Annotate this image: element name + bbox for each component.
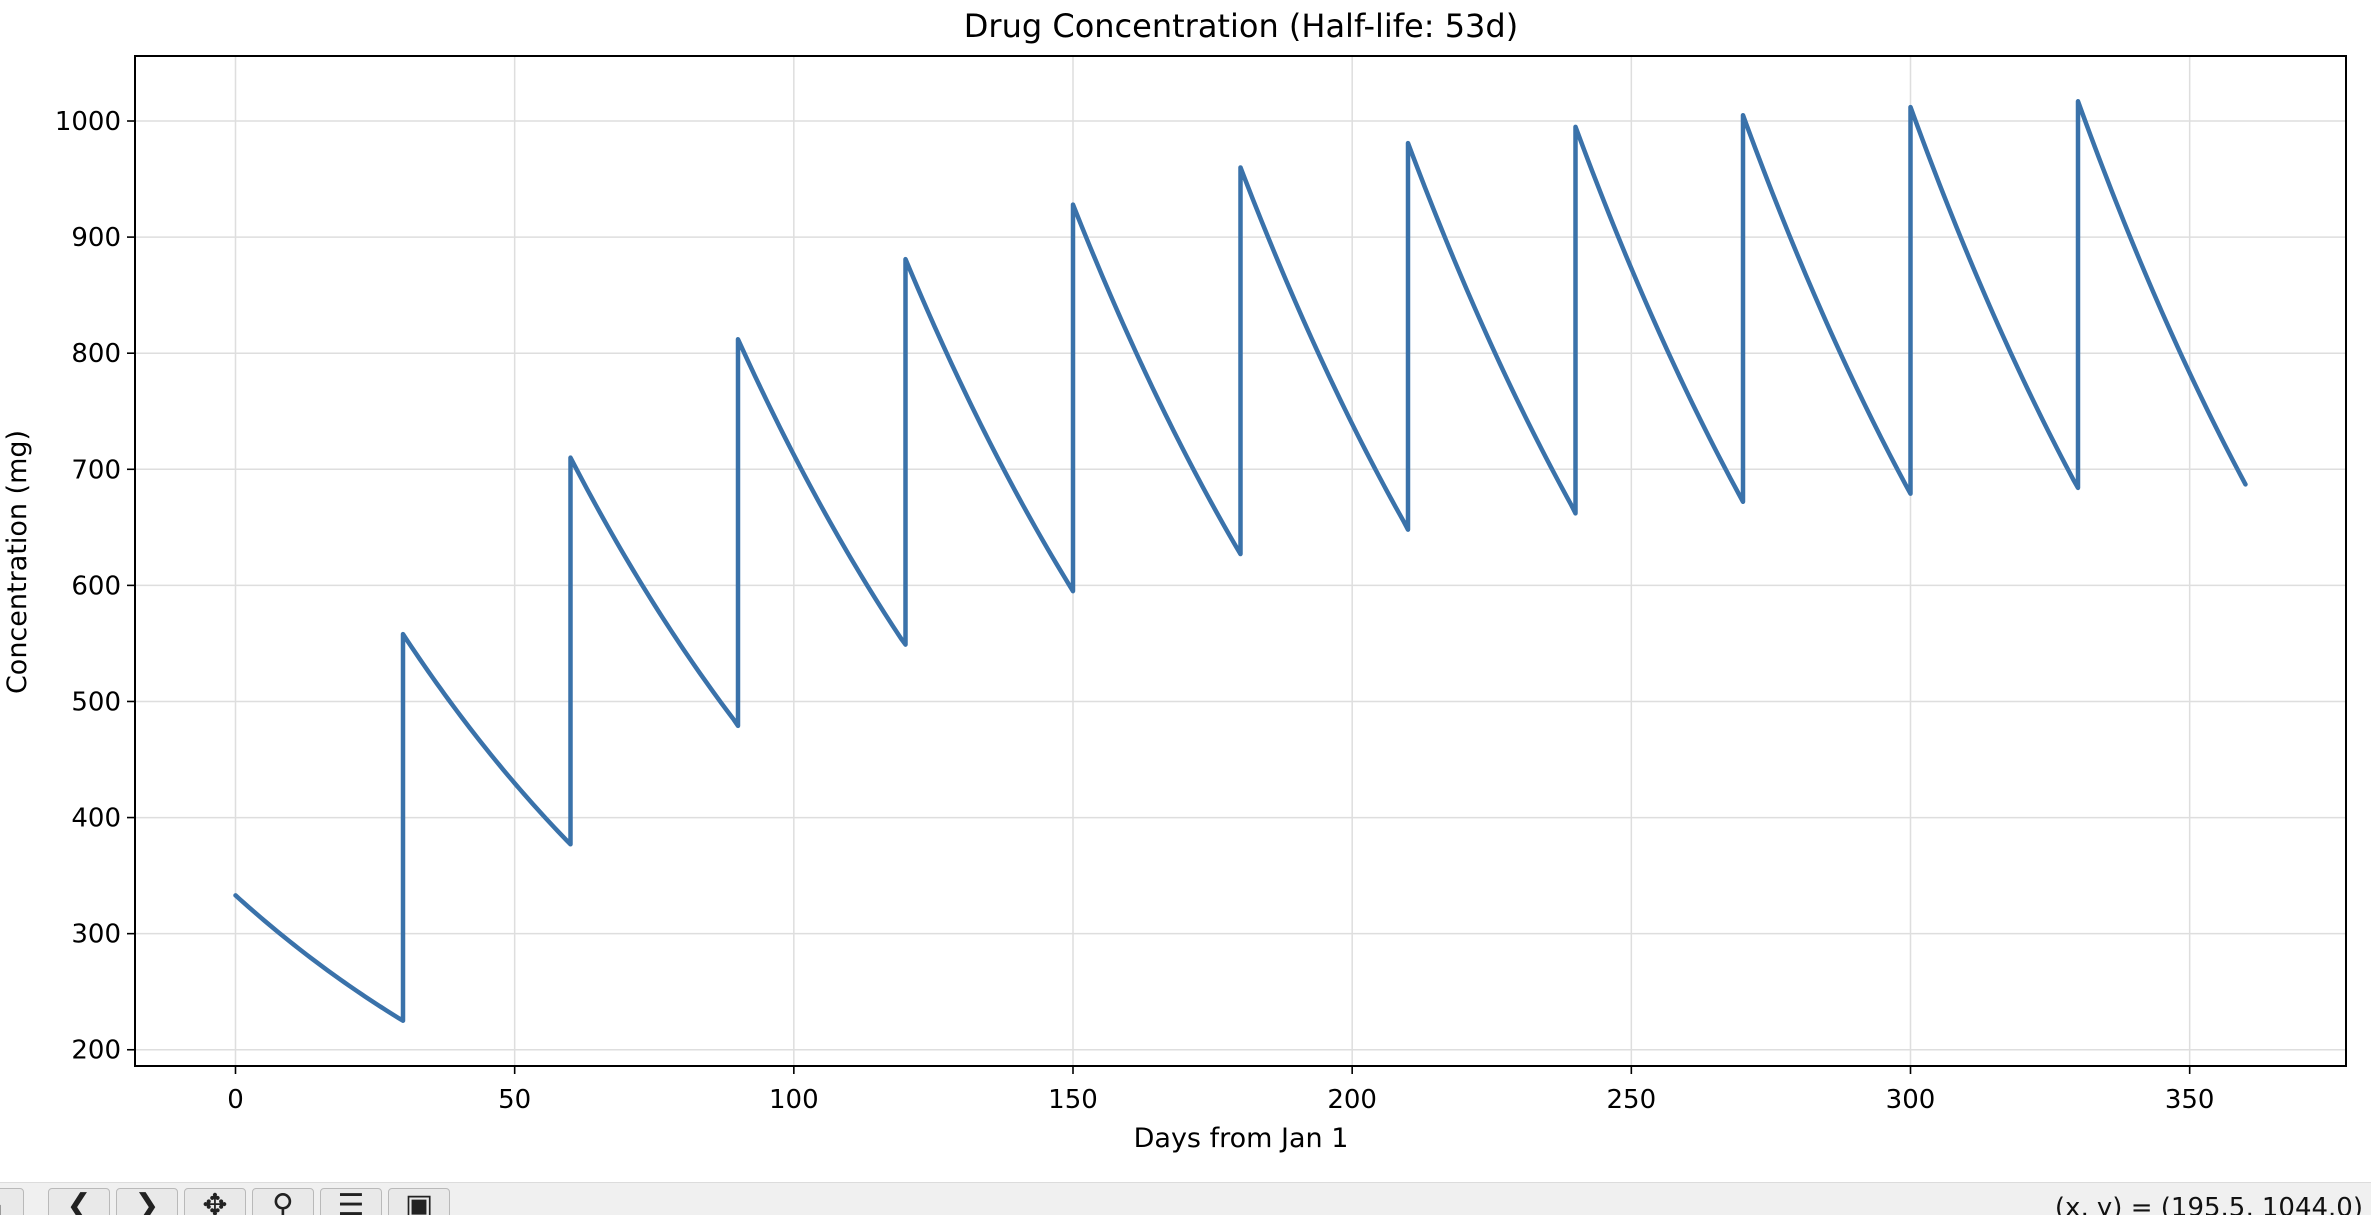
configure-button[interactable]: ☰ (320, 1188, 382, 1215)
zoom-icon: ⚲ (272, 1188, 294, 1215)
x-tick-label: 0 (227, 1085, 244, 1115)
home-icon: ⌂ (0, 1191, 23, 1215)
x-tick-label: 250 (1607, 1085, 1657, 1115)
save-button[interactable]: ▣ (388, 1188, 450, 1215)
x-axis-label: Days from Jan 1 (1134, 1123, 1349, 1154)
cursor-coordinates: (x, y) = (195.5, 1044.0) (2054, 1193, 2363, 1215)
y-tick-label: 600 (71, 571, 121, 601)
y-tick-label: 500 (71, 687, 121, 717)
pan-button[interactable]: ✥ (184, 1188, 246, 1215)
plot-frame (134, 55, 2347, 1067)
navigation-toolbar: ⌂ ❮ ❯ ✥ ⚲ ☰ ▣ (x, y) = (195.5, 1044.0) (0, 1182, 2371, 1215)
pan-icon: ✥ (202, 1188, 228, 1215)
zoom-button[interactable]: ⚲ (252, 1188, 314, 1215)
sliders-icon: ☰ (337, 1188, 365, 1215)
y-tick-label: 400 (71, 804, 121, 834)
figure: 0 50 100 150 200 250 300 350 200 300 400 500 600 700 8… (0, 0, 2371, 1182)
forward-button[interactable]: ❯ (116, 1188, 178, 1215)
x-tick-label: 300 (1886, 1085, 1936, 1115)
y-tick-label: 200 (71, 1036, 121, 1066)
y-tick-label: 800 (71, 339, 121, 369)
y-tick-label: 300 (71, 920, 121, 950)
x-tick-label: 350 (2165, 1085, 2215, 1115)
y-axis-label: Concentration (mg) (2, 430, 33, 694)
x-tick-label: 150 (1048, 1085, 1098, 1115)
x-tick-label: 200 (1327, 1085, 1377, 1115)
x-tick-label: 100 (769, 1085, 819, 1115)
plot-lines (233, 99, 2248, 1023)
back-button[interactable]: ❮ (48, 1188, 110, 1215)
chart-title: Drug Concentration (Half-life: 53d) (964, 7, 1518, 45)
ticks: 0 50 100 150 200 250 300 350 200 300 400 500 600 700 8… (55, 107, 2215, 1115)
back-arrow-icon: ❮ (66, 1188, 92, 1215)
y-tick-label: 900 (71, 223, 121, 253)
y-tick-label: 1000 (55, 107, 121, 137)
forward-arrow-icon: ❯ (134, 1188, 160, 1215)
figure-background (0, 0, 2371, 1182)
save-icon: ▣ (404, 1188, 434, 1215)
y-tick-label: 700 (71, 455, 121, 485)
concentration-line (233, 99, 2248, 1023)
chart: 0 50 100 150 200 250 300 350 200 300 400 500 600 700 8… (0, 0, 2371, 1182)
home-button[interactable]: ⌂ (0, 1188, 24, 1215)
x-tick-label: 50 (498, 1085, 531, 1115)
